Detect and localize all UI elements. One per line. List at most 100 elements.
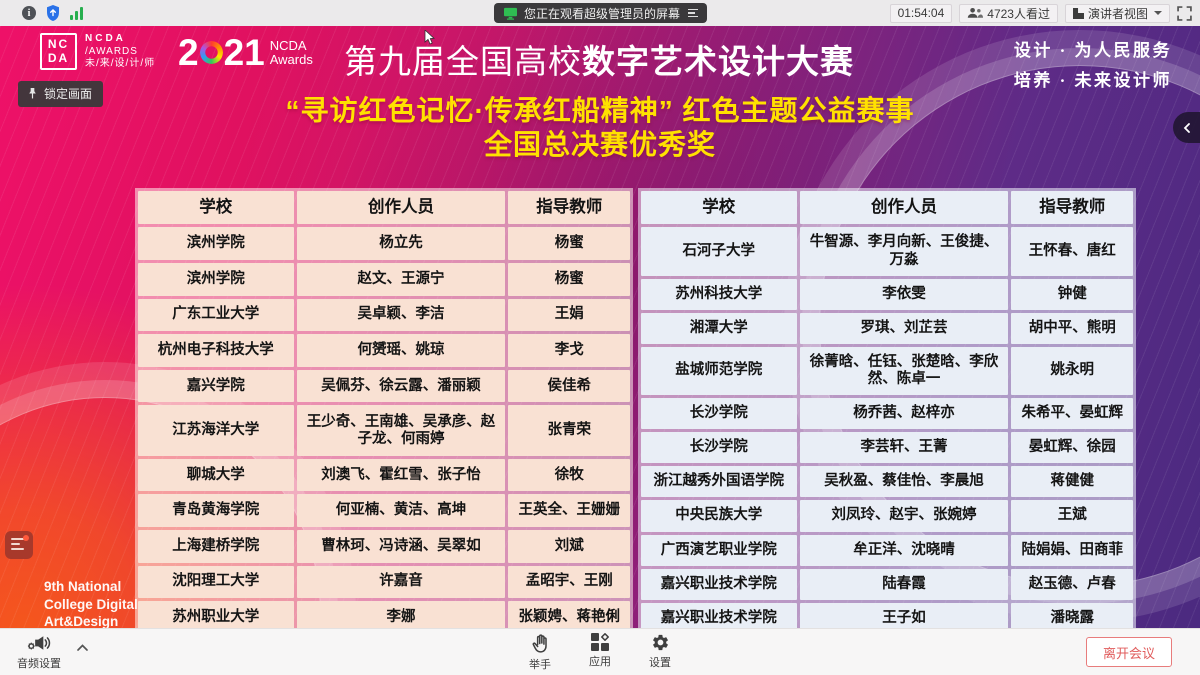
creators-cell: 刘澳飞、霍红雪、张子怡 xyxy=(296,458,506,492)
viewers-count-button[interactable]: 4723人看过 xyxy=(959,3,1058,23)
view-mode-text: 演讲者视图 xyxy=(1087,6,1148,21)
advisors-cell: 张颖娉、蒋艳俐 xyxy=(508,601,630,628)
advisors-cell: 王娟 xyxy=(508,298,630,332)
advisors-cell: 张青荣 xyxy=(508,405,630,456)
school-cell: 聊城大学 xyxy=(138,458,294,492)
school-cell: 杭州电子科技大学 xyxy=(138,334,294,367)
table-row: 浙江越秀外国语学院 吴秋盈、蔡佳怡、李晨旭 蒋健健 xyxy=(641,466,1133,498)
toolbar-center-group: 举手 应用 设置 xyxy=(523,632,677,672)
network-signal-icon[interactable] xyxy=(70,6,83,20)
advisors-cell: 杨蜜 xyxy=(508,227,630,261)
security-shield-icon[interactable] xyxy=(46,5,60,21)
table-row: 苏州职业大学 李娜 张颖娉、蒋艳俐 xyxy=(138,601,630,628)
column-header-advisors: 指导教师 xyxy=(508,191,630,225)
gear-icon xyxy=(652,634,668,651)
table-row: 沈阳理工大学 许嘉音 孟昭宇、王刚 xyxy=(138,565,630,599)
viewers-count-text: 4723人看过 xyxy=(987,6,1050,21)
school-cell: 苏州科技大学 xyxy=(641,278,797,310)
event-watermark: 9th National College Digital Art&Design xyxy=(44,579,138,628)
awards-table-left: 学校 创作人员 指导教师 滨州学院 杨立先 杨蜜 xyxy=(135,188,633,628)
column-header-creators: 创作人员 xyxy=(296,191,506,225)
shared-screen-slide: NC DA NCDA /AWARDS 未/来/设/计/师 2 21 NCDA Aw… xyxy=(0,26,1200,628)
table-row: 苏州科技大学 李依雯 钟健 xyxy=(641,278,1133,310)
school-cell: 上海建桥学院 xyxy=(138,530,294,563)
school-cell: 苏州职业大学 xyxy=(138,601,294,628)
school-cell: 广东工业大学 xyxy=(138,298,294,332)
creators-cell: 杨乔茜、赵梓亦 xyxy=(799,398,1009,430)
school-cell: 湘潭大学 xyxy=(641,312,797,344)
creators-cell: 吴秋盈、蔡佳怡、李晨旭 xyxy=(799,466,1009,498)
school-cell: 石河子大学 xyxy=(641,227,797,276)
audio-settings-button[interactable]: 音频设置 xyxy=(10,633,68,671)
lock-screen-button[interactable]: 锁定画面 xyxy=(18,81,104,107)
settings-button[interactable]: 设置 xyxy=(643,633,677,672)
school-cell: 广西演艺职业学院 xyxy=(641,534,797,566)
year-2021-logo: 2 21 NCDA Awards xyxy=(178,32,313,73)
table-row: 广东工业大学 吴卓颖、李洁 王娟 xyxy=(138,298,630,332)
advisors-cell: 朱希平、晏虹辉 xyxy=(1011,398,1133,430)
creators-cell: 牟正洋、沈晓晴 xyxy=(799,534,1009,566)
creators-cell: 曹林珂、冯诗涵、吴翠如 xyxy=(296,530,506,563)
creators-cell: 吴卓颖、李洁 xyxy=(296,298,506,332)
table-header-row: 学校 创作人员 指导教师 xyxy=(138,191,630,225)
table-row: 嘉兴学院 吴佩芬、徐云露、潘丽颖 侯佳希 xyxy=(138,369,630,403)
ncda-seal-icon: NC DA xyxy=(40,33,77,70)
creators-cell: 陆春霞 xyxy=(799,568,1009,600)
creators-cell: 吴佩芬、徐云露、潘丽颖 xyxy=(296,369,506,403)
creators-cell: 许嘉音 xyxy=(296,565,506,599)
school-cell: 青岛黄海学院 xyxy=(138,494,294,528)
advisors-cell: 钟健 xyxy=(1011,278,1133,310)
view-mode-selector[interactable]: 演讲者视图 xyxy=(1064,3,1170,23)
table-row: 聊城大学 刘澳飞、霍红雪、张子怡 徐牧 xyxy=(138,458,630,492)
speaker-settings-icon xyxy=(27,636,51,650)
collapse-panel-button[interactable] xyxy=(1173,112,1200,143)
raise-hand-icon xyxy=(532,634,547,653)
advisors-cell: 胡中平、熊明 xyxy=(1011,312,1133,344)
advisors-cell: 刘斌 xyxy=(508,530,630,563)
table-row: 江苏海洋大学 王少奇、王南雄、吴承彦、赵子龙、何雨婷 张青荣 xyxy=(138,405,630,456)
creators-cell: 何亚楠、黄洁、高坤 xyxy=(296,494,506,528)
advisors-cell: 姚永明 xyxy=(1011,346,1133,396)
ncda-logo-text: NCDA /AWARDS 未/来/设/计/师 xyxy=(85,33,156,69)
apps-button[interactable]: 应用 xyxy=(583,632,617,672)
ncda-logo: NC DA NCDA /AWARDS 未/来/设/计/师 xyxy=(40,33,155,71)
advisors-cell: 侯佳希 xyxy=(508,369,630,403)
leave-meeting-button[interactable]: 离开会议 xyxy=(1085,637,1172,667)
audio-settings-label: 音频设置 xyxy=(17,658,61,670)
chevron-left-icon xyxy=(1183,122,1190,133)
school-cell: 滨州学院 xyxy=(138,263,294,296)
creators-cell: 刘凤玲、赵宇、张婉婷 xyxy=(799,500,1009,532)
school-cell: 滨州学院 xyxy=(138,227,294,261)
school-cell: 长沙学院 xyxy=(641,432,797,464)
school-cell: 江苏海洋大学 xyxy=(138,405,294,456)
column-header-creators: 创作人员 xyxy=(799,191,1009,225)
chat-list-icon[interactable] xyxy=(5,531,33,559)
meeting-timer: 01:54:04 xyxy=(889,3,953,23)
screen-share-icon xyxy=(504,7,517,20)
meeting-toolbar: 音频设置 举手 应用 设置 xyxy=(0,628,1200,675)
table-row: 上海建桥学院 曹林珂、冯诗涵、吴翠如 刘斌 xyxy=(138,530,630,563)
advisors-cell: 王斌 xyxy=(1011,500,1133,532)
meeting-top-bar: 您正在观看超级管理员的屏幕 01:54:04 4723人看过 演讲 xyxy=(0,0,1200,26)
raise-hand-label: 举手 xyxy=(529,659,551,671)
chevron-down-icon xyxy=(1154,11,1162,15)
column-header-school: 学校 xyxy=(641,191,797,225)
fullscreen-icon[interactable] xyxy=(1177,5,1192,21)
info-icon[interactable] xyxy=(22,6,36,20)
table-row: 中央民族大学 刘凤玲、赵宇、张婉婷 王斌 xyxy=(641,500,1133,532)
table-row: 盐城师范学院 徐菁晗、任钰、张楚晗、李欣然、陈卓一 姚永明 xyxy=(641,346,1133,396)
table-row: 石河子大学 牛智源、李月向新、王俊捷、万淼 王怀春、唐红 xyxy=(641,227,1133,276)
competition-title: 第九届全国高校数字艺术设计大赛 xyxy=(344,43,854,80)
creators-cell: 何赟瑶、姚琼 xyxy=(296,334,506,367)
creators-cell: 罗琪、刘芷芸 xyxy=(799,312,1009,344)
table-header-row: 学校 创作人员 指导教师 xyxy=(641,191,1133,225)
school-cell: 沈阳理工大学 xyxy=(138,565,294,599)
share-menu-icon[interactable] xyxy=(688,8,699,18)
creators-cell: 李芸轩、王菁 xyxy=(799,432,1009,464)
year-brand-text: NCDA Awards xyxy=(269,37,313,67)
chevron-up-icon[interactable] xyxy=(76,643,89,652)
column-header-advisors: 指导教师 xyxy=(1011,191,1133,225)
table-row: 滨州学院 杨立先 杨蜜 xyxy=(138,227,630,261)
raise-hand-button[interactable]: 举手 xyxy=(523,633,557,672)
creators-cell: 王子如 xyxy=(799,602,1009,628)
